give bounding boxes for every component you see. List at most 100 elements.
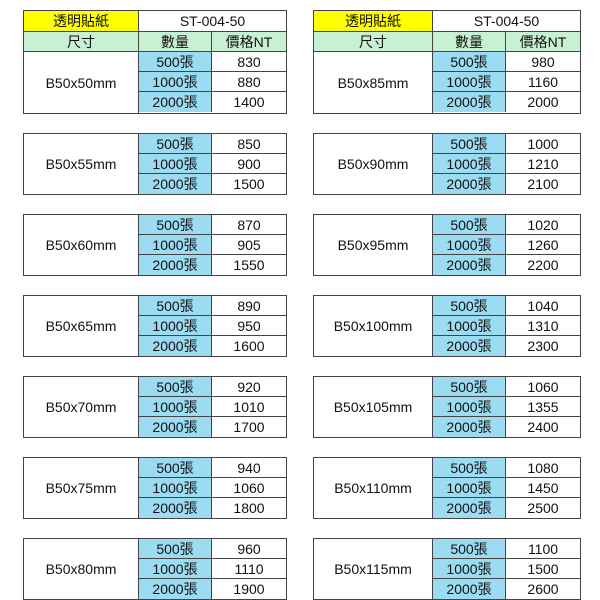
table-row: 500張 960: [139, 539, 286, 559]
size-block: B50x85mm 500張 980 1000張 1160 2000張 2000: [313, 52, 581, 114]
size-block: B50x115mm 500張 1100 1000張 1500 2000張 2600: [313, 538, 581, 600]
column-header: 尺寸: [314, 32, 433, 51]
table-row: 2000張 1900: [139, 579, 286, 599]
size-label: B50x75mm: [24, 458, 139, 518]
size-label: B50x50mm: [24, 52, 139, 113]
table-row: 500張 870: [139, 215, 286, 235]
price-cell: 1500: [527, 560, 559, 577]
table-row: 500張 1020: [433, 215, 580, 235]
quantity-cell: 1000張: [433, 559, 506, 578]
table-row: 2000張 1500: [139, 174, 286, 194]
price-cell: 1260: [527, 236, 559, 253]
table-row: 1000張 905: [139, 235, 286, 255]
table-row: 2000張 2500: [433, 498, 580, 518]
price-cell: 980: [531, 53, 555, 70]
price-cell: 920: [237, 378, 261, 395]
table-row: 500張 850: [139, 134, 286, 154]
block-gap: [23, 519, 287, 538]
table-row: 1000張 1260: [433, 235, 580, 255]
price-cell: 2400: [527, 419, 559, 435]
price-cell: 1020: [527, 216, 559, 233]
quantity-cell: 1000張: [139, 316, 212, 335]
price-cell: 1355: [527, 398, 559, 415]
price-cell: 1500: [233, 176, 265, 192]
size-label: B50x100mm: [314, 296, 433, 356]
quantity-rows: 500張 940 1000張 1060 2000張 1800: [139, 458, 286, 518]
size-label: B50x55mm: [24, 134, 139, 194]
size-block: B50x75mm 500張 940 1000張 1060 2000張 1800: [23, 457, 287, 519]
price-cell: 1010: [233, 398, 265, 415]
size-block: B50x90mm 500張 1000 1000張 1210 2000張 2100: [313, 133, 581, 195]
price-cell: 960: [237, 540, 261, 557]
table-row: 1000張 1500: [433, 559, 580, 579]
size-block: B50x110mm 500張 1080 1000張 1450 2000張 2500: [313, 457, 581, 519]
table-row: 2000張 1700: [139, 417, 286, 437]
table-row: 1000張 1355: [433, 397, 580, 417]
quantity-cell: 1000張: [139, 478, 212, 497]
size-block: B50x60mm 500張 870 1000張 905 2000張 1550: [23, 214, 287, 276]
price-table-right: 透明貼紙 ST-004-50 尺寸 數量 價格NT B50x85mm 500張 980 1000…: [313, 10, 581, 600]
price-cell: 1210: [527, 155, 559, 172]
price-cell: 1000: [527, 135, 559, 152]
quantity-cell: 2000張: [433, 92, 506, 112]
table-row: 1000張 1310: [433, 316, 580, 336]
quantity-cell: 500張: [433, 377, 506, 396]
table-row: 2000張 2000: [433, 92, 580, 112]
price-cell: 2500: [527, 500, 559, 516]
quantity-cell: 500張: [433, 458, 506, 477]
size-block: B50x100mm 500張 1040 1000張 1310 2000張 2300: [313, 295, 581, 357]
price-cell: 1110: [234, 560, 264, 577]
table-title: 透明貼紙: [24, 11, 139, 31]
price-cell: 2300: [527, 338, 559, 354]
quantity-cell: 1000張: [139, 72, 212, 91]
title-row: 透明貼紙 ST-004-50: [313, 10, 581, 31]
table-row: 1000張 1210: [433, 154, 580, 174]
quantity-rows: 500張 960 1000張 1110 2000張 1900: [139, 539, 286, 599]
size-block: B50x105mm 500張 1060 1000張 1355 2000張 2400: [313, 376, 581, 438]
table-row: 2000張 2100: [433, 174, 580, 194]
quantity-rows: 500張 830 1000張 880 2000張 1400: [139, 52, 286, 113]
table-row: 2000張 1550: [139, 255, 286, 275]
size-block: B50x65mm 500張 890 1000張 950 2000張 1600: [23, 295, 287, 357]
quantity-cell: 1000張: [139, 154, 212, 173]
price-cell: 1310: [527, 317, 559, 334]
column-header: 價格NT: [225, 33, 273, 50]
quantity-cell: 2000張: [139, 498, 212, 518]
price-cell: 2000: [527, 94, 559, 110]
table-row: 2000張 1400: [139, 92, 286, 112]
price-cell: 940: [237, 459, 261, 476]
block-gap: [313, 357, 581, 376]
table-row: 500張 920: [139, 377, 286, 397]
table-row: 500張 890: [139, 296, 286, 316]
size-block: B50x50mm 500張 830 1000張 880 2000張 1400: [23, 52, 287, 114]
product-code: ST-004-50: [179, 13, 246, 29]
table-row: 500張 830: [139, 52, 286, 72]
table-row: 2000張 1800: [139, 498, 286, 518]
quantity-rows: 500張 1060 1000張 1355 2000張 2400: [433, 377, 580, 437]
quantity-cell: 1000張: [139, 559, 212, 578]
block-gap: [313, 114, 581, 133]
table-row: 500張 1060: [433, 377, 580, 397]
table-row: 1000張 1060: [139, 478, 286, 498]
quantity-cell: 2000張: [139, 417, 212, 437]
table-title: 透明貼紙: [314, 11, 433, 31]
quantity-cell: 500張: [433, 296, 506, 315]
column-header: 數量: [139, 32, 212, 51]
table-row: 500張 1040: [433, 296, 580, 316]
quantity-cell: 1000張: [139, 235, 212, 254]
quantity-rows: 500張 1100 1000張 1500 2000張 2600: [433, 539, 580, 599]
quantity-cell: 500張: [433, 539, 506, 558]
price-cell: 1160: [527, 73, 559, 90]
quantity-cell: 2000張: [139, 336, 212, 356]
quantity-cell: 1000張: [433, 235, 506, 254]
block-gap: [23, 114, 287, 133]
price-cell: 1450: [527, 479, 559, 496]
table-row: 2000張 1600: [139, 336, 286, 356]
quantity-cell: 2000張: [433, 255, 506, 275]
table-row: 1000張 1450: [433, 478, 580, 498]
price-cell: 880: [237, 73, 261, 90]
size-block: B50x95mm 500張 1020 1000張 1260 2000張 2200: [313, 214, 581, 276]
size-block: B50x80mm 500張 960 1000張 1110 2000張 1900: [23, 538, 287, 600]
price-cell: 1060: [233, 479, 265, 496]
quantity-cell: 500張: [139, 215, 212, 234]
